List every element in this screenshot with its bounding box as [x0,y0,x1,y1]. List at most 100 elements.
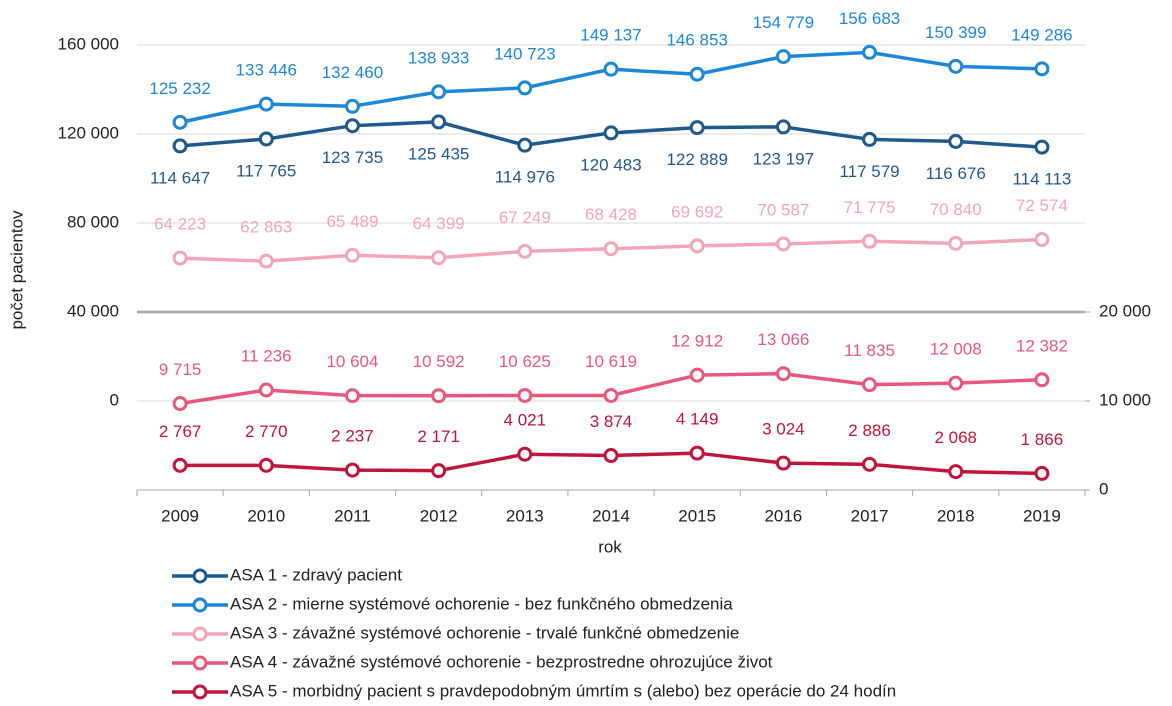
data-label: 9 715 [159,360,202,379]
data-point [689,66,705,82]
data-label: 117 579 [839,162,899,181]
data-point [948,375,964,391]
data-point [258,131,274,147]
data-label: 117 765 [236,161,296,180]
data-point [258,96,274,112]
data-point [775,455,791,471]
data-point [517,387,533,403]
data-label: 2 237 [331,427,374,446]
data-point [775,49,791,65]
x-tick-label: 2012 [420,506,458,525]
y-tick-label: 120 000 [58,123,119,142]
data-point [689,238,705,254]
data-label: 120 483 [580,155,641,174]
legend-marker [192,626,208,642]
data-point [344,388,360,404]
data-label: 123 197 [753,149,814,168]
legend-marker [192,655,208,671]
data-label: 3 024 [762,420,805,439]
data-point [689,120,705,136]
y-tick-label: 80 000 [67,212,119,231]
data-label: 4 021 [504,411,547,430]
data-label: 114 647 [150,168,210,187]
data-label: 65 489 [326,212,378,231]
data-point [172,396,188,412]
data-label: 2 068 [934,428,977,447]
y-tick-label: 160 000 [58,34,119,53]
data-point [862,44,878,60]
legend-label: ASA 1 - zdravý pacient [230,565,402,584]
data-point [258,382,274,398]
data-label: 71 775 [844,198,896,217]
data-label: 114 113 [1012,170,1071,189]
data-label: 62 863 [240,218,292,237]
data-point [1034,61,1050,77]
data-point [344,247,360,263]
data-point [862,131,878,147]
data-label: 123 735 [322,148,383,167]
data-label: 12 912 [671,332,723,351]
data-label: 149 286 [1011,25,1072,44]
data-point [431,463,447,479]
data-point [431,84,447,100]
data-label: 68 428 [585,205,637,224]
y-axis-label: počet pacientov [7,210,26,330]
data-point [431,114,447,130]
data-point [517,446,533,462]
data-point [603,125,619,141]
data-point [862,233,878,249]
data-point [1034,139,1050,155]
data-label: 140 723 [494,44,555,63]
data-point [1034,232,1050,248]
data-point [517,243,533,259]
x-tick-label: 2015 [678,506,716,525]
data-label: 69 692 [671,202,723,221]
data-point [172,138,188,154]
data-point [431,250,447,266]
data-point [431,388,447,404]
data-point [172,457,188,473]
data-label: 72 574 [1016,196,1068,215]
legend-label: ASA 2 - mierne systémové ochorenie - bez… [230,594,733,613]
legend-label: ASA 4 - závažné systémové ochorenie - be… [230,652,773,671]
data-point [689,367,705,383]
data-label: 67 249 [499,208,551,227]
y2-tick-label: 10 000 [1099,390,1151,409]
data-label: 12 382 [1016,336,1068,355]
data-label: 114 976 [495,168,555,187]
data-point [775,236,791,252]
data-point [603,448,619,464]
data-label: 2 770 [245,422,288,441]
data-label: 10 619 [585,352,637,371]
legend-label: ASA 3 - závažné systémové ochorenie - tr… [230,623,739,642]
legend-marker [192,568,208,584]
x-tick-label: 2014 [592,506,630,525]
data-label: 116 676 [926,164,986,183]
data-label: 149 137 [580,26,641,45]
data-label: 10 625 [499,352,551,371]
data-label: 122 889 [666,150,727,169]
data-point [1034,372,1050,388]
data-label: 150 399 [925,23,986,42]
legend-marker [192,684,208,700]
data-label: 10 592 [413,352,465,371]
data-point [948,464,964,480]
x-tick-label: 2013 [506,506,544,525]
data-label: 132 460 [322,63,383,82]
data-label: 146 853 [666,31,727,50]
data-label: 64 223 [154,215,206,234]
data-label: 125 435 [408,144,469,163]
y-tick-label: 40 000 [67,301,119,320]
data-label: 70 587 [757,200,809,219]
data-label: 125 232 [149,79,210,98]
data-point [258,253,274,269]
x-axis-label: rok [598,537,622,556]
data-label: 70 840 [930,200,982,219]
data-point [775,366,791,382]
data-label: 13 066 [757,330,809,349]
data-label: 3 874 [590,412,633,431]
data-point [172,250,188,266]
legend-marker [192,597,208,613]
x-tick-label: 2010 [247,506,285,525]
